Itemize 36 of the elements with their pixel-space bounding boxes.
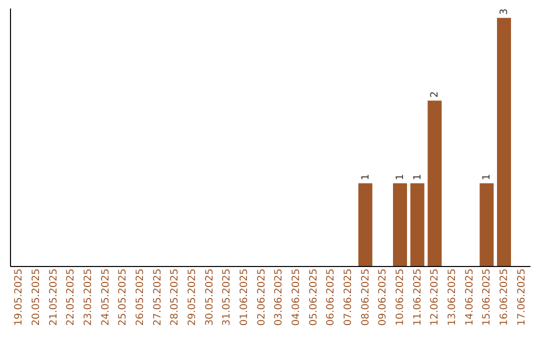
x-tick-label: 05.06.2025	[308, 268, 320, 326]
x-tick-label: 22.05.2025	[66, 268, 77, 326]
data-label: 1	[360, 174, 372, 180]
x-tick-label: 23.05.2025	[83, 268, 94, 326]
data-label: 1	[412, 174, 424, 180]
x-tick-label: 25.05.2025	[118, 268, 129, 326]
x-tick-label: 29.05.2025	[187, 268, 198, 326]
x-tick-label: 24.05.2025	[100, 268, 112, 326]
x-tick-label: 08.06.2025	[360, 268, 372, 326]
x-tick-label: 11.06.2025	[412, 268, 424, 326]
x-tick-label: 03.06.2025	[274, 268, 285, 326]
x-tick-label: 30.05.2025	[204, 268, 216, 326]
x-tick-label: 12.06.2025	[430, 268, 441, 326]
x-tick-label: 13.06.2025	[447, 268, 458, 326]
data-label: 3	[499, 8, 510, 15]
x-tick-label: 02.06.2025	[256, 268, 268, 326]
x-tick-label: 31.05.2025	[222, 268, 233, 326]
x-tick-label: 15.06.2025	[482, 268, 493, 326]
x-tick-label: 27.05.2025	[152, 268, 164, 326]
data-label: 1	[395, 174, 406, 180]
x-tick-label: 09.06.2025	[378, 268, 389, 326]
data-label: 1	[482, 174, 493, 180]
x-tick-label: 04.06.2025	[291, 268, 302, 326]
x-tick-label: 21.05.2025	[48, 268, 60, 326]
x-tick-label: 20.05.2025	[31, 268, 42, 326]
x-tick-label: 16.06.2025	[499, 268, 510, 326]
x-tick-label: 10.06.2025	[395, 268, 406, 326]
x-tick-label: 17.06.2025	[516, 268, 528, 326]
data-label: 2	[430, 91, 441, 98]
x-tick-label: 06.06.2025	[326, 268, 337, 326]
x-tick-label: 14.06.2025	[464, 268, 476, 326]
x-tick-label: 01.06.2025	[239, 268, 250, 326]
x-tick-label: 19.05.2025	[14, 268, 25, 326]
x-tick-label: 28.05.2025	[170, 268, 181, 326]
x-tick-label: 07.06.2025	[343, 268, 354, 326]
x-tick-label: 26.05.2025	[135, 268, 146, 326]
